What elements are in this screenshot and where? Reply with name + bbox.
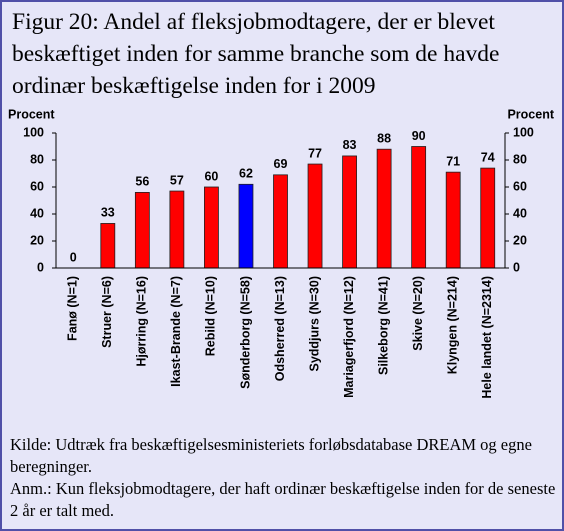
source-note: Kilde: Udtræk fra beskæftigelsesminister… (10, 435, 532, 476)
y2-tick-label: 40 (513, 206, 527, 220)
data-label: 60 (204, 169, 218, 183)
y-axis-label: Procent (8, 107, 55, 121)
data-label: 88 (377, 131, 391, 145)
x-tick-label: Klyngen (N=214) (445, 276, 459, 374)
data-label: 71 (446, 154, 460, 168)
x-tick-label: Odsherred (N=13) (273, 276, 287, 381)
y2-tick-label: 100 (513, 125, 534, 139)
y-tick-label: 60 (30, 179, 44, 193)
x-tick-label: Sønderborg (N=58) (238, 276, 252, 389)
data-label: 74 (481, 150, 495, 164)
x-tick-label: Ikast-Brande (N=7) (169, 276, 183, 387)
chart-title: Figur 20: Andel af fleksjobmodtagere, de… (12, 9, 500, 99)
bar (273, 174, 288, 269)
x-tick-label: Syddjurs (N=30) (307, 276, 321, 372)
data-label: 0 (70, 250, 77, 264)
data-label: 77 (308, 146, 322, 160)
x-tick-label: Mariagerfjord (N=12) (342, 276, 356, 398)
bar (445, 171, 461, 269)
y2-axis-label: Procent (507, 107, 554, 121)
x-tick-label: Hele landet (N=2314) (480, 276, 494, 399)
x-tick-label: Silkeborg (N=41) (376, 276, 390, 375)
data-label: 62 (239, 167, 253, 181)
x-tick-label: Hjørring (N=16) (135, 276, 149, 367)
y2-tick-label: 20 (513, 233, 527, 247)
x-tick-label: Rebild (N=10) (204, 276, 218, 356)
data-label: 57 (170, 173, 184, 187)
data-label: 33 (101, 206, 115, 220)
bar (376, 148, 392, 269)
bar (100, 223, 116, 269)
y-tick-label: 0 (37, 260, 44, 274)
annotation-note: Anm.: Kun fleksjobmodtagere, der haft or… (10, 479, 556, 520)
y-tick-label: 80 (30, 152, 44, 166)
x-tick-label: Fanø (N=1) (66, 276, 80, 341)
chart: Procent Procent 0 20 40 60 80 100 0 20 40 60 80 100… (8, 107, 555, 399)
x-tick-label: Struer (N=6) (100, 276, 114, 348)
y2-tick-label: 60 (513, 179, 527, 193)
bar (169, 190, 185, 269)
y-tick-label: 100 (23, 125, 44, 139)
x-tick-label: Skive (N=20) (411, 276, 425, 351)
bar (480, 167, 496, 269)
y-tick-label: 20 (30, 233, 44, 247)
y2-tick-label: 0 (513, 260, 520, 274)
data-label: 56 (135, 175, 149, 189)
bar (238, 183, 254, 269)
bar (342, 155, 357, 269)
bar (134, 191, 150, 269)
y2-tick-label: 80 (513, 152, 527, 166)
y-tick-label: 40 (30, 206, 44, 220)
data-label: 90 (412, 129, 426, 143)
data-label: 83 (343, 138, 357, 152)
bar (204, 186, 219, 269)
footnotes: Kilde: Udtræk fra beskæftigelsesminister… (10, 434, 558, 522)
bar (411, 146, 427, 269)
data-label: 69 (274, 157, 288, 171)
bar (307, 163, 323, 269)
